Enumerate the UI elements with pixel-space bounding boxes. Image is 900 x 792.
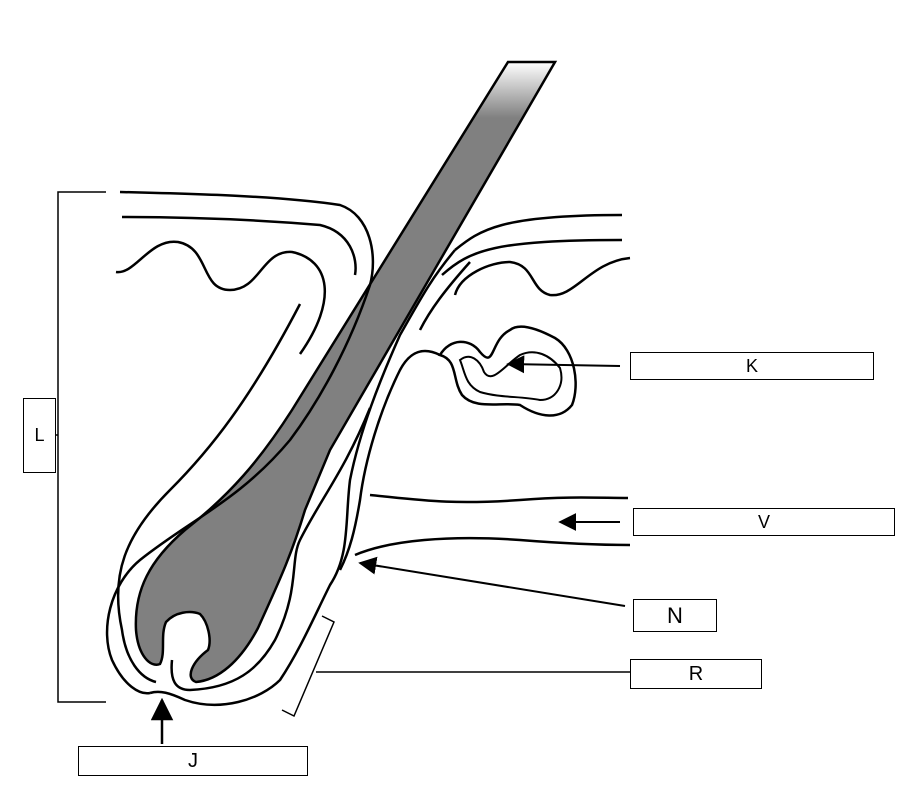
label-box-k: K xyxy=(630,352,874,380)
label-j-text: J xyxy=(188,749,198,772)
sebaceous-duct xyxy=(338,349,441,571)
inner-root-sheath-right xyxy=(170,407,372,692)
follicle-inner-left xyxy=(121,215,357,276)
label-box-r: R xyxy=(630,659,762,689)
epidermis-right-top xyxy=(454,213,623,251)
dermal-wave-left xyxy=(115,240,327,355)
dermal-wave-right xyxy=(453,256,631,297)
label-k-text: K xyxy=(745,355,758,376)
sebaceous-gland-inner xyxy=(458,351,563,402)
follicle-outer-right xyxy=(418,261,471,331)
label-box-n: N xyxy=(633,599,717,632)
arrow-K xyxy=(506,355,621,374)
label-l-text: L xyxy=(34,425,45,445)
sebaceous-gland xyxy=(438,325,577,417)
arrector-pili-bottom xyxy=(354,536,631,557)
label-box-l: L xyxy=(23,398,56,473)
follicle-wall-left xyxy=(105,190,375,695)
label-r-text: R xyxy=(688,662,704,685)
arrow-N xyxy=(358,556,626,607)
arrector-pili-top xyxy=(369,493,629,504)
hair-shaft xyxy=(134,60,558,684)
bracket-R xyxy=(281,615,335,718)
label-n-text: N xyxy=(667,602,683,628)
label-v-text: V xyxy=(757,511,770,532)
follicle-wall-right xyxy=(149,249,456,707)
label-box-v: V xyxy=(633,508,895,536)
inner-root-sheath xyxy=(116,303,302,684)
epidermis-right-mid xyxy=(441,238,623,276)
label-box-j: J xyxy=(78,746,308,776)
bracket-L xyxy=(57,191,106,703)
